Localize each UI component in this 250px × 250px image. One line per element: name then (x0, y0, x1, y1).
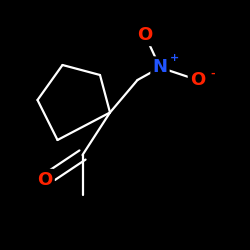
Text: O: O (138, 26, 152, 44)
Text: O: O (190, 71, 205, 89)
Text: O: O (38, 171, 52, 189)
Text: -: - (211, 69, 215, 79)
Text: +: + (170, 53, 179, 63)
Text: N: N (152, 58, 168, 76)
